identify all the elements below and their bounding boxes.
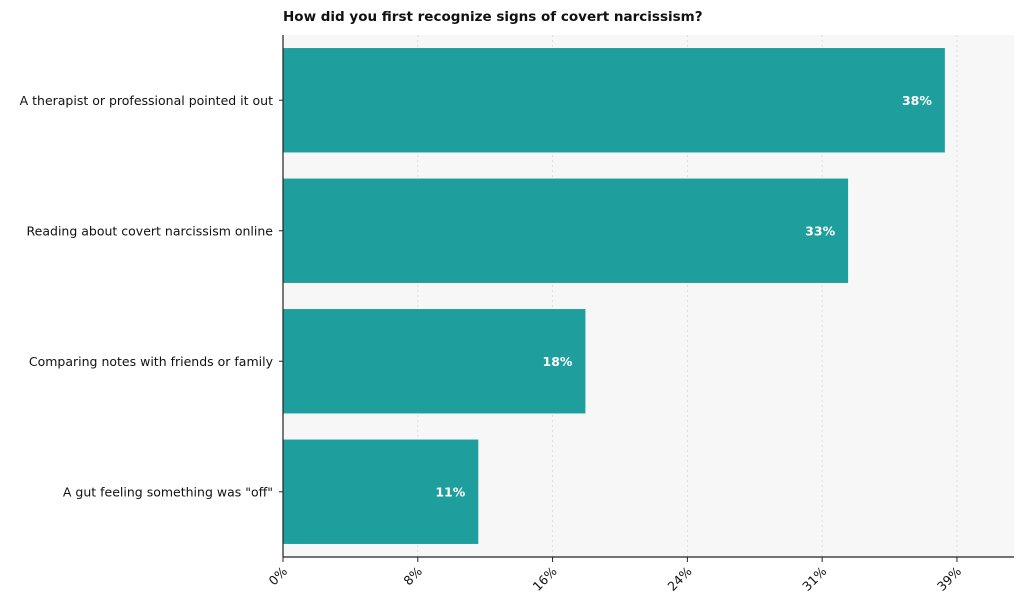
category-label-1: Reading about covert narcissism online [27, 223, 274, 238]
data-label-1: 33% [805, 223, 835, 238]
plot-area: 38% A therapist or professional pointed i… [20, 35, 1014, 594]
category-label-3: A gut feeling something was "off" [63, 484, 273, 499]
bar-0 [283, 48, 945, 153]
category-label-0: A therapist or professional pointed it o… [20, 93, 273, 108]
bar-1 [283, 178, 849, 283]
x-tick-label-5: 39% [934, 564, 964, 594]
data-label-2: 18% [543, 354, 573, 369]
x-tick-label-1: 8% [400, 564, 425, 589]
x-tick-label-2: 16% [530, 564, 560, 594]
bar-3 [283, 439, 479, 544]
bar-2 [283, 309, 586, 414]
x-tick-label-4: 31% [799, 564, 829, 594]
x-tick-label-3: 24% [664, 564, 694, 594]
chart-title: How did you first recognize signs of cov… [283, 9, 703, 25]
x-tick-label-0: 0% [266, 564, 291, 589]
data-label-0: 38% [902, 93, 932, 108]
data-label-3: 11% [435, 484, 465, 499]
category-label-2: Comparing notes with friends or family [29, 354, 274, 369]
